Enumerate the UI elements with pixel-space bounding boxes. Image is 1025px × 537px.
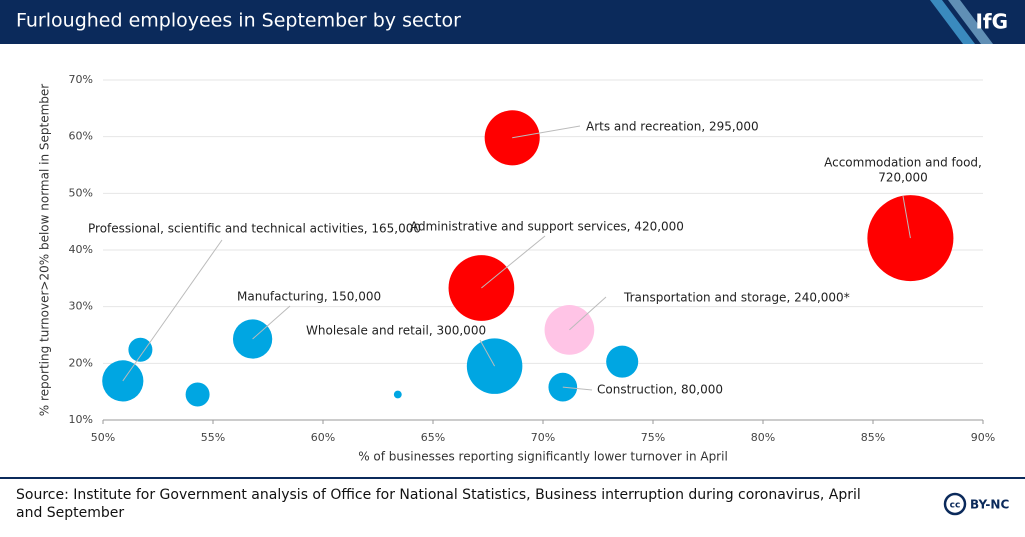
- data-label: Professional, scientific and technical a…: [88, 222, 421, 236]
- x-tick-label: 85%: [861, 431, 885, 444]
- leader-line: [122, 239, 223, 382]
- bubble: [128, 337, 153, 362]
- data-label: Manufacturing, 150,000: [237, 290, 381, 304]
- x-tick-label: 60%: [311, 431, 335, 444]
- bubble: [548, 372, 578, 402]
- x-tick-label: 65%: [421, 431, 445, 444]
- bubble: [466, 338, 523, 394]
- header-bar: [0, 0, 1025, 44]
- cc-icon-text: cc: [950, 501, 961, 511]
- y-tick-label: 50%: [69, 186, 93, 199]
- bubble: [393, 390, 402, 399]
- leader-line: [479, 339, 496, 367]
- data-label: Administrative and support services, 420…: [410, 220, 684, 234]
- license: BY-NC: [970, 498, 1009, 512]
- leader-line: [512, 125, 581, 139]
- cc-icon: [943, 492, 967, 516]
- source: Source: Institute for Government analysi…: [16, 487, 861, 503]
- logo: IfG: [975, 10, 1008, 34]
- bubble: [185, 382, 210, 407]
- y-axis-title: % reporting turnover>20% below normal in…: [38, 84, 52, 416]
- x-tick-label: 80%: [751, 431, 775, 444]
- source: and September: [16, 505, 124, 521]
- y-tick-label: 60%: [69, 130, 93, 143]
- x-tick-label: 55%: [201, 431, 225, 444]
- bubble: [448, 255, 515, 321]
- leader-line: [481, 235, 546, 289]
- y-tick-label: 40%: [69, 243, 93, 256]
- data-label: Wholesale and retail, 300,000: [306, 324, 486, 338]
- logo-stripe: [930, 0, 975, 44]
- x-tick-label: 50%: [91, 431, 115, 444]
- leader-line: [562, 386, 593, 391]
- leader-line: [569, 296, 607, 331]
- data-label: Accommodation and food,: [824, 156, 982, 170]
- y-tick-label: 70%: [69, 73, 93, 86]
- x-tick-label: 75%: [641, 431, 665, 444]
- x-tick-label: 70%: [531, 431, 555, 444]
- y-tick-label: 20%: [69, 356, 93, 369]
- leader-line: [902, 195, 911, 239]
- title: Furloughed employees in September by sec…: [16, 10, 461, 32]
- data-label: Transportation and storage, 240,000*: [623, 291, 850, 305]
- logo-stripe: [948, 0, 993, 44]
- x-tick-label: 90%: [971, 431, 995, 444]
- data-label: 720,000: [878, 171, 928, 185]
- data-label: Construction, 80,000: [597, 383, 723, 397]
- x-axis-title: % of businesses reporting significantly …: [358, 450, 728, 464]
- y-tick-label: 10%: [69, 413, 93, 426]
- bubble: [606, 345, 639, 378]
- y-tick-label: 30%: [69, 300, 93, 313]
- leader-line: [252, 305, 291, 340]
- data-label: Arts and recreation, 295,000: [586, 120, 759, 134]
